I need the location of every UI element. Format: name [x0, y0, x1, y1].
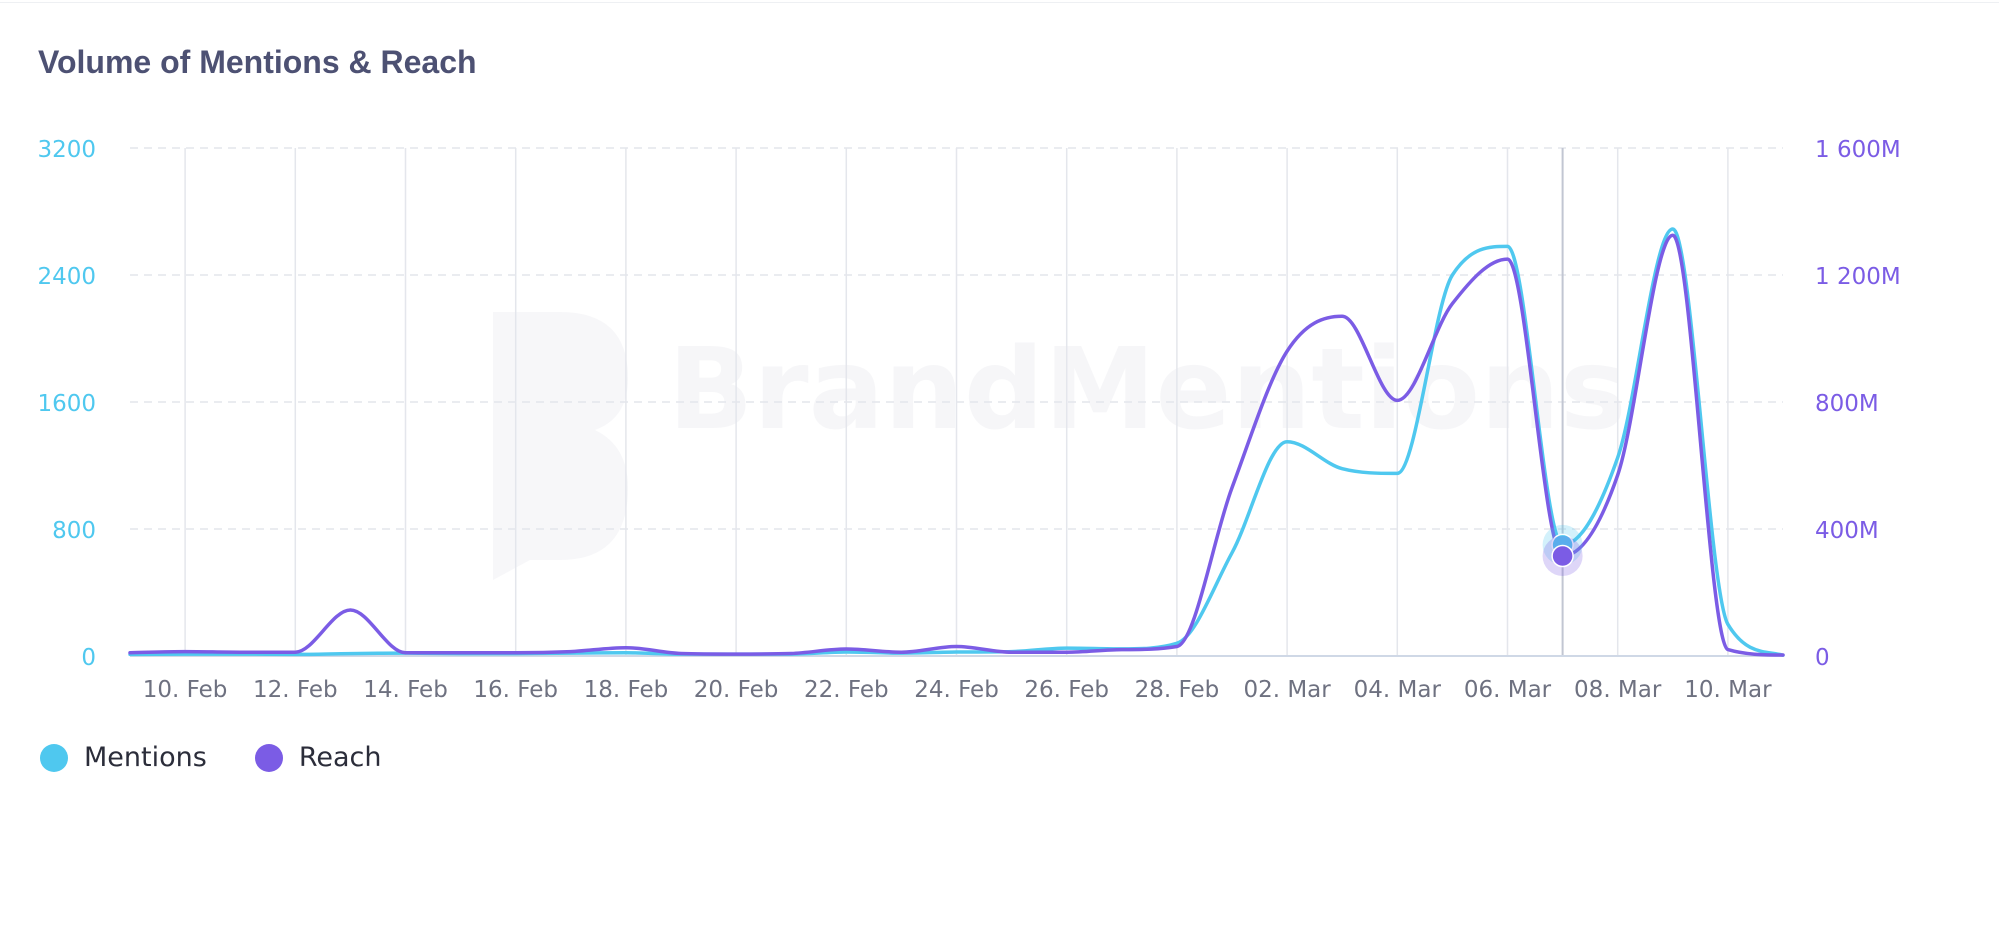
x-tick-label: 12. Feb: [253, 677, 338, 703]
chart-legend: Mentions Reach: [40, 742, 429, 773]
x-tick-label: 20. Feb: [694, 677, 779, 703]
x-tick-label: 28. Feb: [1135, 677, 1220, 703]
x-tick-label: 06. Mar: [1464, 677, 1552, 703]
y-right-tick-label: 400M: [1815, 518, 1879, 544]
x-tick-label: 08. Mar: [1574, 677, 1662, 703]
y-right-tick-label: 0: [1815, 645, 1830, 671]
x-tick-label: 04. Mar: [1354, 677, 1442, 703]
x-tick-label: 14. Feb: [363, 677, 448, 703]
y-left-tick-label: 0: [81, 645, 96, 671]
highlight-point-reach[interactable]: [1551, 544, 1574, 568]
watermark-logo: [493, 312, 628, 580]
y-right-tick-label: 1 200M: [1815, 264, 1901, 290]
legend-label-reach: Reach: [298, 742, 382, 773]
y-right-tick-label: 1 600M: [1815, 137, 1901, 163]
y-left-tick-label: 2400: [37, 264, 96, 290]
x-tick-label: 24. Feb: [914, 677, 999, 703]
legend-dot-reach: [254, 743, 283, 772]
x-tick-label: 16. Feb: [473, 677, 558, 703]
y-left-tick-label: 1600: [37, 391, 96, 417]
x-tick-label: 02. Mar: [1243, 677, 1331, 703]
x-tick-label: 18. Feb: [584, 677, 669, 703]
x-tick-label: 10. Feb: [143, 677, 228, 703]
y-left-tick-label: 800: [52, 518, 96, 544]
y-right-tick-label: 800M: [1815, 391, 1879, 417]
watermark-text: BrandMentions: [668, 325, 1627, 455]
series-line-reach[interactable]: [128, 233, 1785, 657]
legend-label-mentions: Mentions: [84, 742, 207, 773]
x-tick-label: 26. Feb: [1024, 677, 1109, 703]
legend-dot-mentions: [40, 743, 68, 772]
x-tick-label: 10. Mar: [1684, 677, 1772, 703]
watermark: BrandMentions: [493, 312, 1627, 580]
legend-item-reach[interactable]: Reach: [254, 742, 382, 773]
legend-item-mentions[interactable]: Mentions: [40, 742, 207, 773]
top-divider: [0, 2, 1999, 3]
x-tick-label: 22. Feb: [804, 677, 889, 703]
chart-title: Volume of Mentions & Reach: [38, 44, 477, 80]
y-left-tick-label: 3200: [37, 137, 96, 163]
